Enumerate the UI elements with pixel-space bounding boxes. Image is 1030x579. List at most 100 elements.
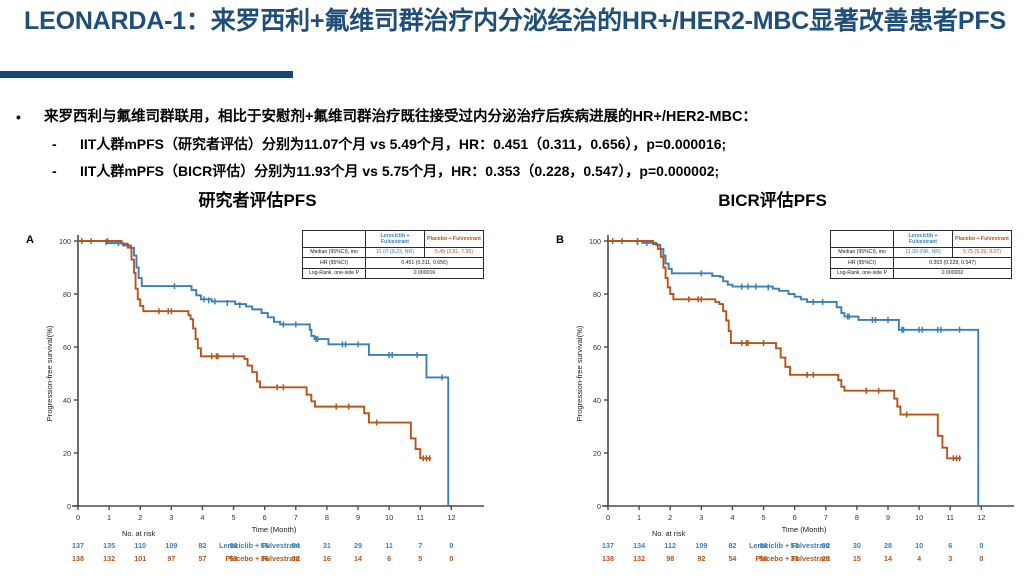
bullet-dash-icon: - <box>52 136 57 152</box>
svg-text:60: 60 <box>593 343 601 352</box>
svg-text:12: 12 <box>977 513 985 522</box>
stats-label-hr: HR (95%CI) <box>302 257 366 269</box>
svg-text:Progression-free survival(%): Progression-free survival(%) <box>575 325 584 421</box>
risk-heading: No. at risk <box>122 529 156 538</box>
svg-text:8: 8 <box>855 513 859 522</box>
chart-title-investigator: 研究者评估PFS <box>198 191 317 210</box>
stats-header-placebo: Placebo + Fulvestrant <box>952 230 1012 248</box>
svg-text:9: 9 <box>886 513 890 522</box>
stats-median-lerociclib: 11.07 (9.23, NR) <box>365 246 425 259</box>
risk-value: 29 <box>821 554 830 563</box>
svg-text:0: 0 <box>606 513 610 522</box>
stats-header-blank <box>302 230 366 248</box>
panel-letter-a: A <box>26 234 34 246</box>
stats-header-placebo: Placebo + Fulvestrant <box>424 230 484 248</box>
stats-label-logrank: Log-Rank, one-side P <box>830 267 894 280</box>
risk-row-label-placebo: Placebo + Fulvestrant <box>225 554 301 563</box>
table-row: Log-Rank, one-side P 0.000016 <box>302 267 484 280</box>
stats-median-placebo: 5.49 (3.81, 7.36) <box>424 246 484 259</box>
svg-text:8: 8 <box>325 513 329 522</box>
svg-text:7: 7 <box>824 513 828 522</box>
svg-text:1: 1 <box>637 513 641 522</box>
stats-label-hr: HR (95%CI) <box>830 257 894 269</box>
svg-text:11: 11 <box>416 513 424 522</box>
table-row: Lerociclib + Fulvestrant Placebo + Fulve… <box>302 230 484 248</box>
risk-value: 14 <box>884 554 892 563</box>
risk-heading: No. at risk <box>652 529 686 538</box>
svg-text:3: 3 <box>699 513 703 522</box>
svg-text:7: 7 <box>294 513 298 522</box>
stats-table-bicr: Lerociclib + Fulvestrant Placebo + Fulve… <box>830 230 1012 280</box>
svg-text:40: 40 <box>593 396 601 405</box>
stats-header-blank <box>830 230 894 248</box>
risk-value: 138 <box>72 554 84 563</box>
table-row: Lerociclib + Fulvestrant Placebo + Fulve… <box>830 230 1012 248</box>
bullet-primary-text: 来罗西利与氟维司群联用，相比于安慰剂+氟维司群治疗既往接受过内分泌治疗后疾病进展… <box>44 109 757 125</box>
risk-value: 3 <box>948 554 953 563</box>
risk-value: 16 <box>322 554 331 563</box>
risk-value: 6 <box>387 554 392 563</box>
stats-logrank-value: 0.000002 <box>893 267 1012 280</box>
panel-letter-b: B <box>556 234 564 246</box>
svg-text:10: 10 <box>385 513 393 522</box>
risk-value: 109 <box>165 541 178 550</box>
svg-text:80: 80 <box>63 290 71 299</box>
risk-value: 132 <box>103 554 116 563</box>
svg-text:100: 100 <box>59 237 71 246</box>
svg-text:2: 2 <box>138 513 142 522</box>
risk-value: 52 <box>821 541 830 550</box>
risk-value: 32 <box>291 554 300 563</box>
stats-label-median: Median (95%CI), mo <box>830 246 894 259</box>
risk-value: 137 <box>72 541 84 550</box>
risk-value: 0 <box>449 541 454 550</box>
table-row: Median (95%CI), mo 11.07 (9.23, NR) 5.49… <box>302 246 484 259</box>
risk-value: 0 <box>979 554 984 563</box>
risk-value: 14 <box>354 554 362 563</box>
risk-value: 5 <box>418 554 423 563</box>
svg-text:Time (Month): Time (Month) <box>252 525 297 534</box>
risk-value: 50 <box>759 554 768 563</box>
svg-text:3: 3 <box>169 513 173 522</box>
risk-row-label-lerociclib: Lerociclib + Fulvestrant <box>749 541 830 550</box>
risk-value: 112 <box>664 541 677 550</box>
svg-text:2: 2 <box>668 513 672 522</box>
bullet-list: • 来罗西利与氟维司群联用，相比于安慰剂+氟维司群治疗既往接受过内分泌治疗后疾病… <box>0 107 1030 181</box>
risk-value: 36 <box>260 554 269 563</box>
risk-value: 109 <box>695 541 708 550</box>
svg-text:0: 0 <box>597 502 601 511</box>
risk-value: 98 <box>666 554 675 563</box>
risk-value: 0 <box>449 554 454 563</box>
risk-value: 82 <box>728 541 737 550</box>
svg-text:20: 20 <box>593 449 601 458</box>
risk-value: 55 <box>260 541 269 550</box>
stats-label-logrank: Log-Rank, one-side P <box>302 267 366 280</box>
bullet-secondary-1: - IIT人群mPFS（研究者评估）分别为11.07个月 vs 5.49个月，H… <box>52 135 1030 154</box>
stats-hr-value: 0.451 (0.311, 0.656) <box>365 257 484 269</box>
bullet-dash-icon: - <box>52 163 57 179</box>
risk-value: 33 <box>790 554 799 563</box>
bullet-secondary-1-text: IIT人群mPFS（研究者评估）分别为11.07个月 vs 5.49个月，HR：… <box>80 136 727 152</box>
risk-value: 28 <box>884 541 892 550</box>
title-underline-rule <box>0 71 293 78</box>
risk-value: 7 <box>418 541 423 550</box>
risk-value: 134 <box>633 541 646 550</box>
risk-value: 29 <box>354 541 362 550</box>
stats-table-investigator: Lerociclib + Fulvestrant Placebo + Fulve… <box>302 230 484 280</box>
risk-value: 11 <box>385 541 393 550</box>
risk-value: 31 <box>322 541 331 550</box>
svg-text:5: 5 <box>231 513 235 522</box>
bullet-secondary-2: - IIT人群mPFS（BICR评估）分别为11.93个月 vs 5.75个月，… <box>52 162 1030 181</box>
risk-value: 30 <box>852 541 861 550</box>
svg-text:0: 0 <box>67 502 71 511</box>
svg-text:4: 4 <box>730 513 734 522</box>
table-row: Median (95%CI), mo 11.93 (NR, NR) 5.75 (… <box>830 246 1012 259</box>
stats-median-lerociclib: 11.93 (NR, NR) <box>893 246 953 259</box>
bullet-primary: • 来罗西利与氟维司群联用，相比于安慰剂+氟维司群治疗既往接受过内分泌治疗后疾病… <box>16 107 1030 127</box>
risk-value: 80 <box>229 541 238 550</box>
risk-value: 97 <box>167 554 176 563</box>
risk-value: 6 <box>948 541 953 550</box>
risk-value: 54 <box>728 554 737 563</box>
risk-value: 53 <box>790 541 799 550</box>
